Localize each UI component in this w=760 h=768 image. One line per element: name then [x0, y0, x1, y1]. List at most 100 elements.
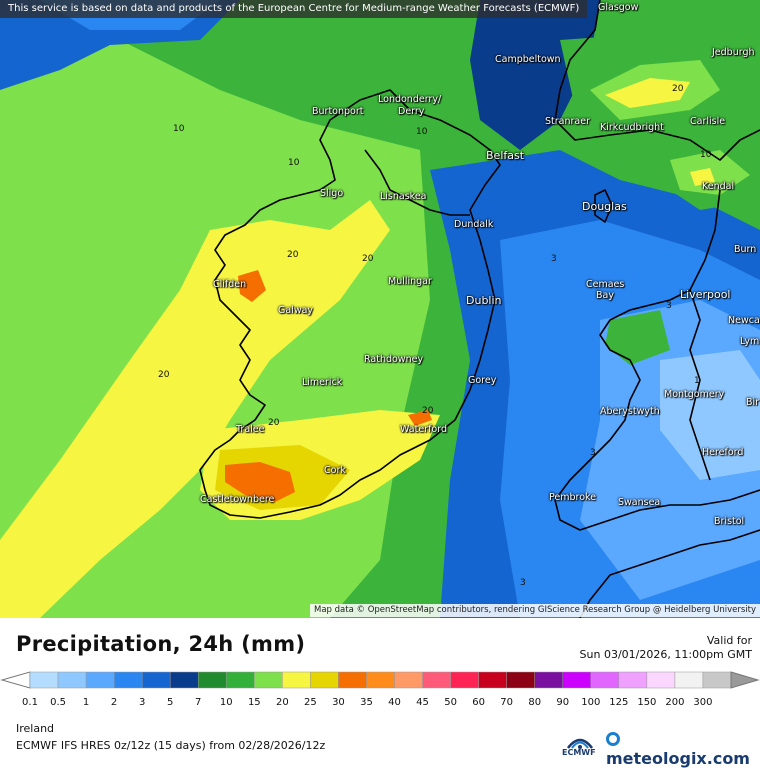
scale-tick-label: 25	[304, 697, 317, 708]
scale-swatch	[310, 671, 339, 689]
map-canvas	[0, 0, 760, 618]
contour-label: 10	[288, 158, 300, 168]
place-label: Sligo	[320, 188, 344, 199]
place-label: Stranraer	[545, 116, 590, 127]
scale-swatch	[366, 671, 395, 689]
scale-tick-label: 0.5	[50, 697, 66, 708]
scale-swatch	[141, 671, 171, 689]
contour-label: 20	[672, 84, 684, 94]
contour-label: 3	[590, 448, 596, 458]
meteologix-logo[interactable]: meteologix.com	[606, 730, 760, 768]
place-label: Bir	[746, 397, 760, 408]
scale-tick-label: 5	[167, 697, 174, 708]
scale-tick-label: 0.1	[22, 697, 38, 708]
legend-title: Precipitation, 24h (mm)	[16, 632, 306, 656]
scale-tick-label: 35	[360, 697, 373, 708]
scale-swatch	[702, 671, 732, 689]
place-label: Dublin	[466, 294, 502, 307]
place-label: Burtonport	[312, 106, 364, 117]
place-label: Derry	[398, 106, 425, 117]
place-label: Newca	[728, 315, 760, 326]
place-label: Cork	[324, 465, 346, 476]
precipitation-map[interactable]: This service is based on data and produc…	[0, 0, 760, 618]
scale-swatch	[618, 671, 648, 689]
contour-label: 3	[666, 301, 672, 311]
scale-tick-label: 90	[556, 697, 570, 708]
contour-label: 20	[362, 254, 374, 264]
scale-swatch	[562, 671, 592, 689]
place-label: Londonderry/	[378, 94, 442, 105]
scale-swatch	[57, 671, 87, 689]
scale-tick-label: 10	[219, 697, 233, 708]
meteologix-icon	[606, 732, 620, 746]
scale-swatch	[422, 671, 451, 689]
ecmwf-logo-icon[interactable]	[562, 726, 598, 758]
place-label: Waterford	[400, 424, 448, 435]
contour-label: 3	[520, 578, 526, 588]
place-label: Pembroke	[549, 492, 597, 503]
scale-tick-label: 80	[528, 697, 542, 708]
color-scale-bar	[0, 671, 760, 689]
scale-tick-label: 15	[247, 697, 261, 708]
scale-tick-label: 2	[110, 697, 118, 708]
valid-for-label: Valid for	[706, 634, 752, 647]
scale-tick-label: 70	[500, 697, 514, 708]
scale-swatch	[197, 671, 227, 689]
scale-tick-label: 1	[82, 697, 90, 708]
place-label: Glasgow	[598, 2, 639, 13]
scale-swatch	[85, 671, 115, 689]
place-label: Burn	[734, 244, 757, 255]
scale-swatch	[226, 671, 255, 689]
scale-swatch	[394, 671, 423, 689]
scale-max-arrow	[730, 671, 760, 689]
place-label: Aberystwyth	[600, 406, 660, 417]
place-label: Kirkcudbright	[600, 122, 664, 133]
scale-swatch	[590, 671, 620, 689]
contour-label: 20	[268, 418, 280, 428]
valid-time: Sun 03/01/2026, 11:00pm GMT	[579, 648, 752, 661]
place-label: Jedburgh	[712, 47, 755, 58]
map-data-attribution[interactable]: Map data © OpenStreetMap contributors, r…	[310, 604, 760, 617]
place-label: Bristol	[714, 516, 745, 527]
place-label: Cemaes	[586, 279, 625, 290]
place-label: Clifden	[213, 279, 247, 290]
contour-label: 20	[287, 250, 299, 260]
scale-tick-label: 50	[444, 697, 457, 708]
place-label: Bay	[596, 290, 614, 301]
scale-tick-label: 60	[472, 697, 485, 708]
scale-tick-label: 7	[195, 697, 202, 708]
ecmwf-logo-text: ECMWF	[562, 748, 596, 757]
place-label: Galway	[278, 305, 314, 316]
contour-label: 20	[158, 370, 170, 380]
scale-swatch	[29, 671, 59, 689]
scale-swatch	[646, 671, 676, 689]
scale-swatch	[169, 671, 199, 689]
scale-tick-label: 45	[416, 697, 429, 708]
place-label: Lisnaskea	[380, 191, 427, 202]
scale-swatch	[478, 671, 507, 689]
contour-label: 3	[551, 254, 557, 264]
scale-tick-label: 20	[275, 697, 289, 708]
place-label: Liverpool	[680, 288, 731, 301]
place-label: Campbeltown	[495, 54, 561, 65]
scale-swatch	[506, 671, 535, 689]
place-label: Limerick	[302, 377, 343, 388]
place-label: Kendal	[702, 181, 735, 192]
place-label: Lym	[740, 336, 760, 347]
scale-tick-label: 100	[581, 697, 601, 708]
place-label: Belfast	[486, 149, 525, 162]
contour-label: 1	[694, 376, 700, 386]
meteologix-logo-text: meteologix.com	[606, 749, 750, 768]
scale-tick-label: 30	[332, 697, 345, 708]
place-label: Dundalk	[454, 219, 494, 230]
contour-label: 10	[416, 127, 428, 137]
contour-label: 10	[173, 124, 185, 134]
place-label: Hereford	[702, 447, 744, 458]
scale-tick-label: 200	[665, 697, 685, 708]
contour-label: 20	[422, 406, 434, 416]
scale-swatch	[534, 671, 564, 689]
scale-tick-label: 40	[388, 697, 401, 708]
scale-swatch	[113, 671, 143, 689]
scale-swatch	[282, 671, 311, 689]
place-label: Rathdowney	[364, 354, 424, 365]
